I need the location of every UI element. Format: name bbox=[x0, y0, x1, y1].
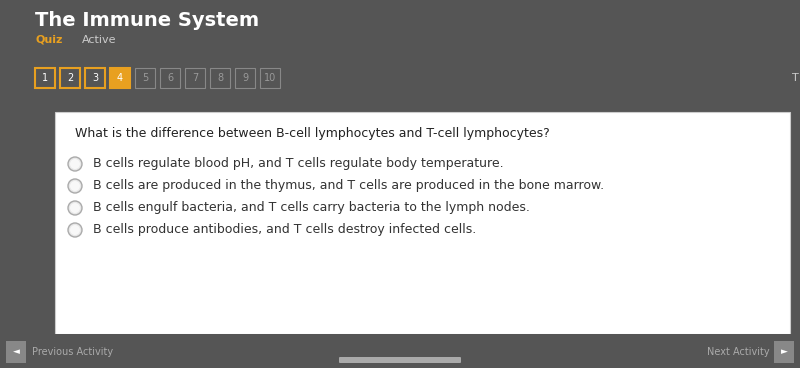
FancyBboxPatch shape bbox=[6, 341, 26, 363]
Text: 9: 9 bbox=[242, 73, 248, 83]
Circle shape bbox=[68, 201, 82, 215]
Text: B cells are produced in the thymus, and T cells are produced in the bone marrow.: B cells are produced in the thymus, and … bbox=[93, 180, 604, 192]
Text: What is the difference between B-cell lymphocytes and T-cell lymphocytes?: What is the difference between B-cell ly… bbox=[75, 127, 550, 141]
Text: Previous Activity: Previous Activity bbox=[32, 347, 113, 357]
Text: 6: 6 bbox=[167, 73, 173, 83]
FancyBboxPatch shape bbox=[55, 112, 790, 334]
FancyBboxPatch shape bbox=[135, 68, 155, 88]
Circle shape bbox=[70, 203, 80, 213]
Text: Next Activity: Next Activity bbox=[707, 347, 770, 357]
FancyBboxPatch shape bbox=[185, 68, 205, 88]
Text: 2: 2 bbox=[67, 73, 73, 83]
Text: ◄: ◄ bbox=[13, 347, 19, 357]
Text: 5: 5 bbox=[142, 73, 148, 83]
FancyBboxPatch shape bbox=[210, 68, 230, 88]
FancyBboxPatch shape bbox=[60, 68, 80, 88]
Text: 4: 4 bbox=[117, 73, 123, 83]
FancyBboxPatch shape bbox=[160, 68, 180, 88]
FancyBboxPatch shape bbox=[235, 68, 255, 88]
FancyBboxPatch shape bbox=[0, 334, 800, 368]
Circle shape bbox=[68, 157, 82, 171]
FancyBboxPatch shape bbox=[774, 341, 794, 363]
Text: B cells regulate blood pH, and T cells regulate body temperature.: B cells regulate blood pH, and T cells r… bbox=[93, 158, 504, 170]
FancyBboxPatch shape bbox=[260, 68, 280, 88]
FancyBboxPatch shape bbox=[35, 68, 55, 88]
Text: 1: 1 bbox=[42, 73, 48, 83]
Circle shape bbox=[70, 225, 80, 235]
Text: 10: 10 bbox=[264, 73, 276, 83]
Circle shape bbox=[70, 159, 80, 169]
FancyBboxPatch shape bbox=[110, 68, 130, 88]
FancyBboxPatch shape bbox=[339, 357, 461, 363]
FancyBboxPatch shape bbox=[85, 68, 105, 88]
Text: Quiz: Quiz bbox=[35, 35, 62, 45]
Text: 3: 3 bbox=[92, 73, 98, 83]
Text: ►: ► bbox=[781, 347, 787, 357]
Text: 8: 8 bbox=[217, 73, 223, 83]
FancyBboxPatch shape bbox=[0, 0, 800, 112]
Text: B cells produce antibodies, and T cells destroy infected cells.: B cells produce antibodies, and T cells … bbox=[93, 223, 476, 237]
Text: B cells engulf bacteria, and T cells carry bacteria to the lymph nodes.: B cells engulf bacteria, and T cells car… bbox=[93, 202, 530, 215]
Text: T: T bbox=[792, 73, 799, 83]
Text: The Immune System: The Immune System bbox=[35, 11, 259, 29]
Circle shape bbox=[68, 223, 82, 237]
Circle shape bbox=[70, 181, 80, 191]
Text: Active: Active bbox=[82, 35, 117, 45]
Circle shape bbox=[68, 179, 82, 193]
Text: 7: 7 bbox=[192, 73, 198, 83]
